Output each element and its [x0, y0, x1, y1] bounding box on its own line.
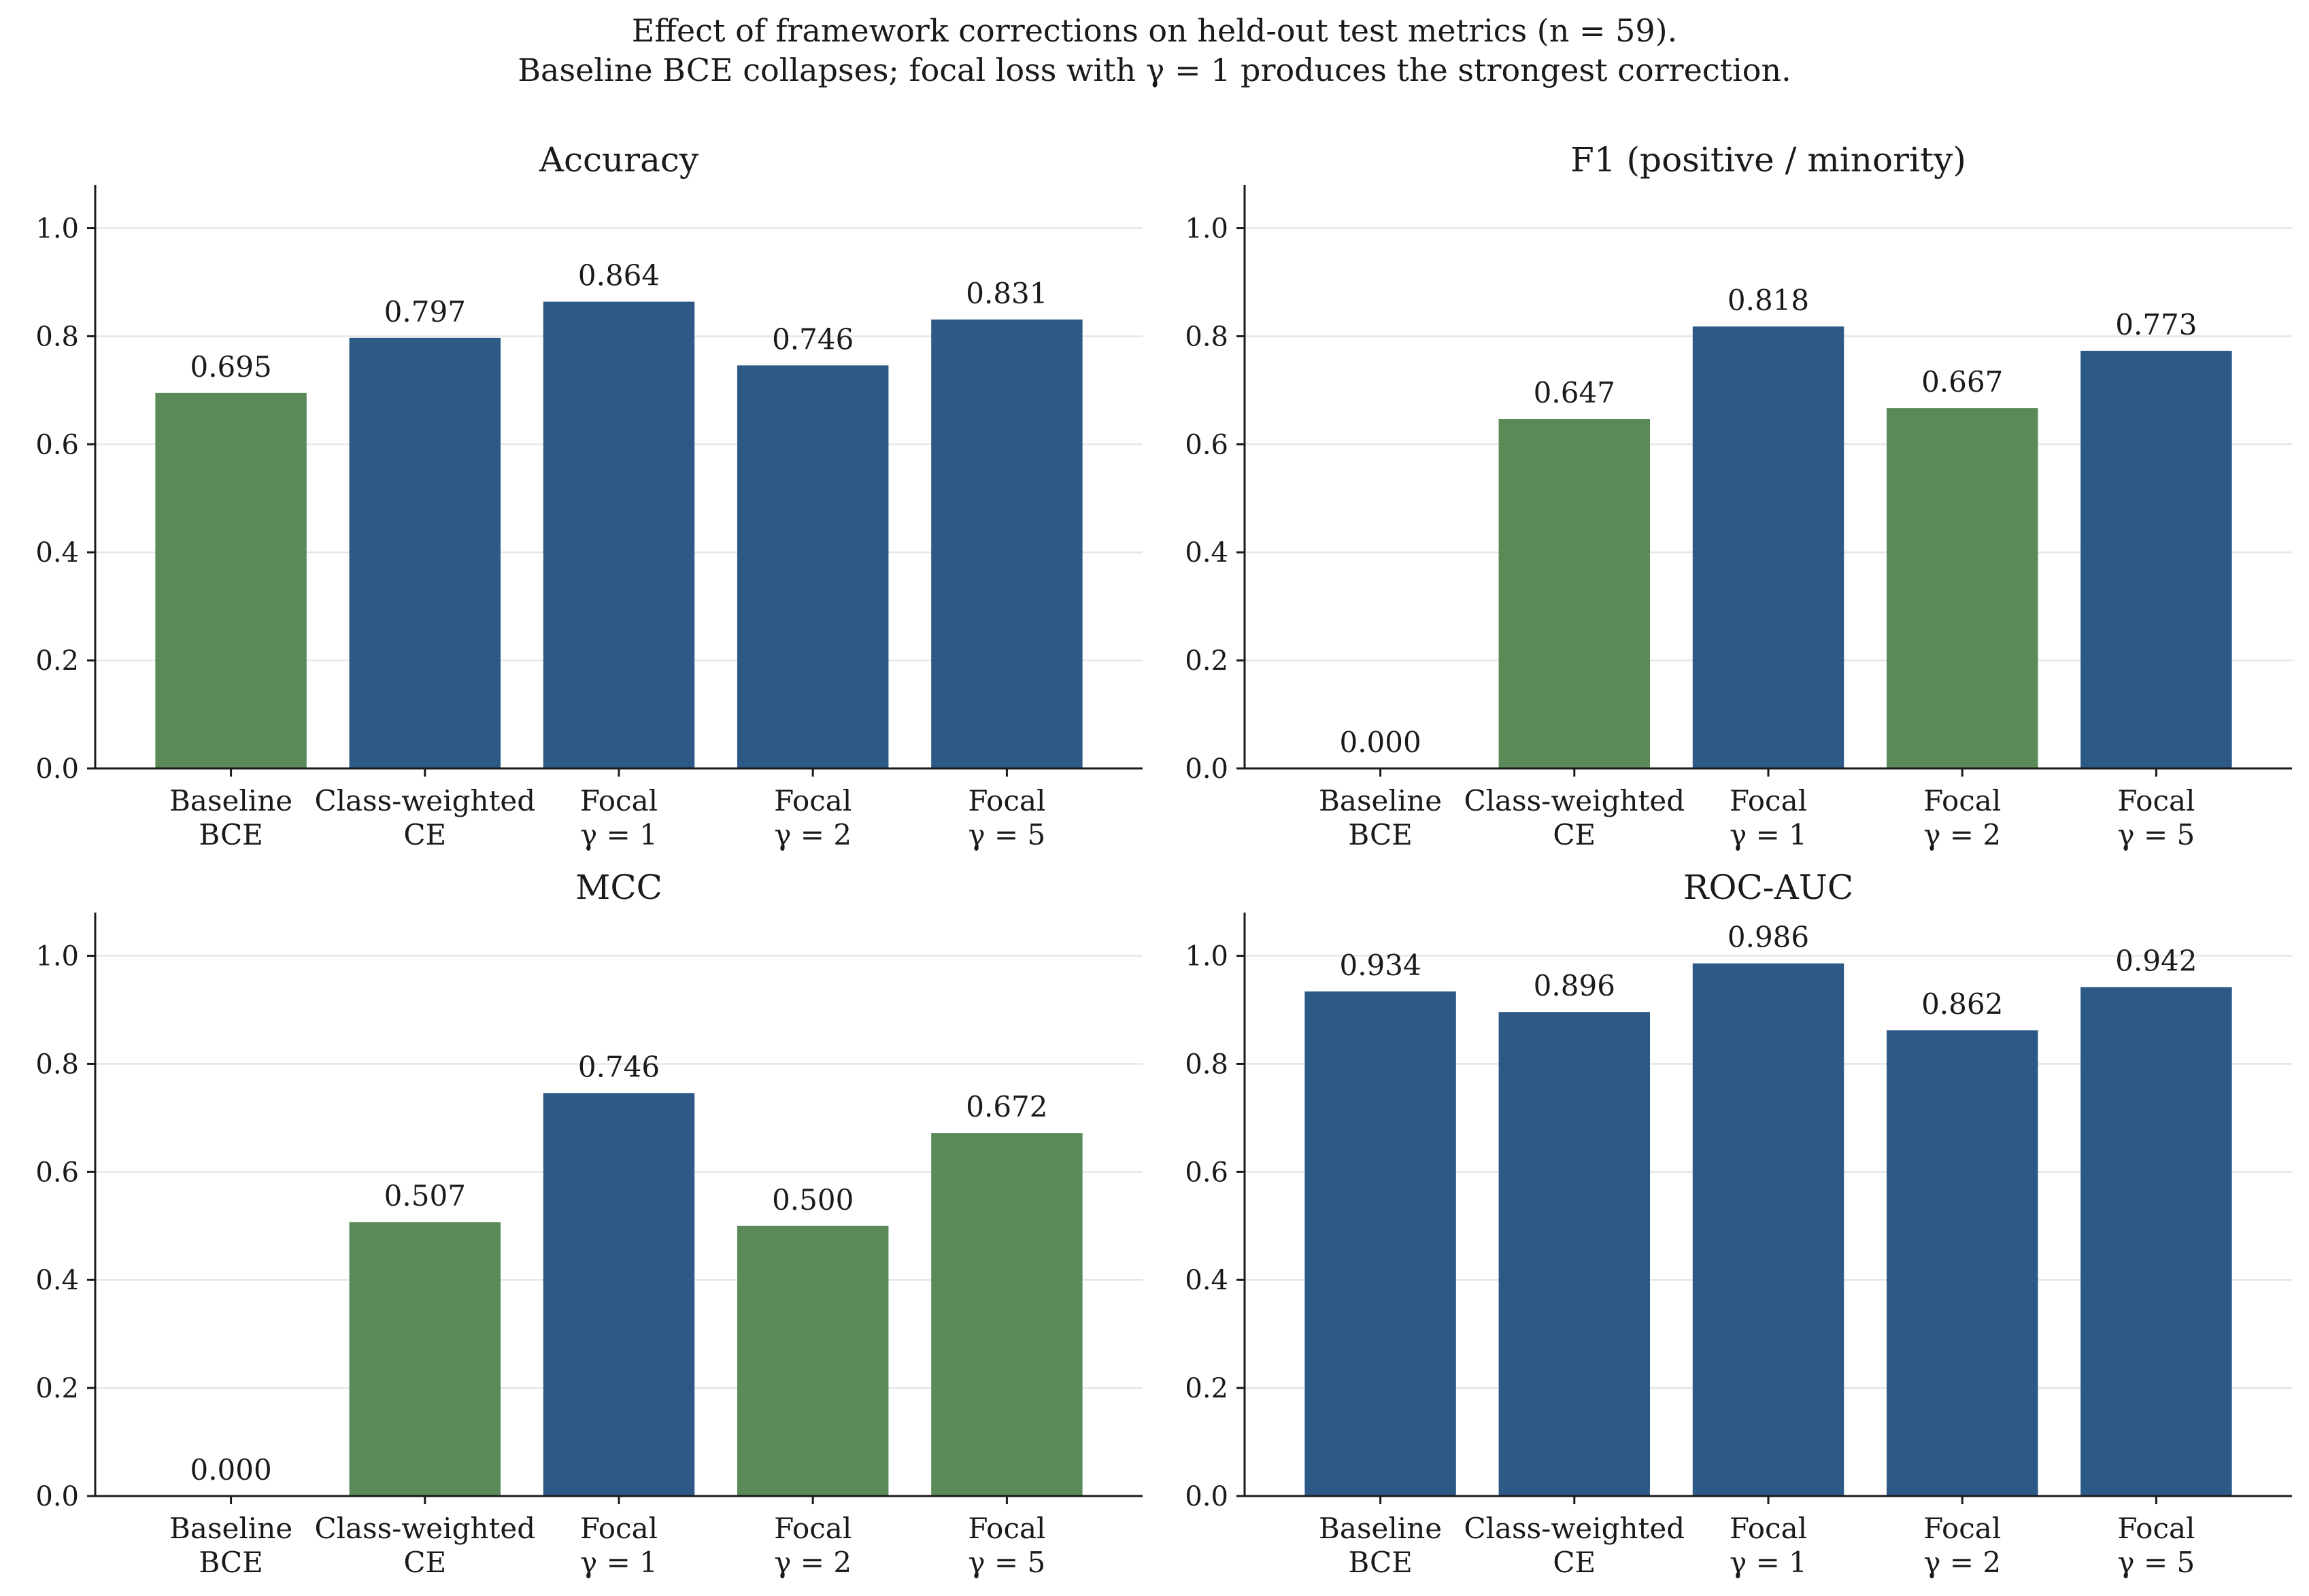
y-tick-label: 0.4 — [1185, 1265, 1228, 1296]
y-tick-label: 0.0 — [1185, 1481, 1228, 1512]
bar-value-label: 0.000 — [1339, 726, 1421, 759]
bar — [737, 1225, 889, 1496]
panel-title: Accuracy — [539, 140, 699, 180]
bar-value-label: 0.647 — [1534, 376, 1615, 409]
bar-value-label: 0.000 — [190, 1453, 271, 1487]
y-tick-label: 0.4 — [35, 1265, 79, 1296]
x-tick-label: Focal γ = 1 — [1730, 784, 1807, 851]
y-tick-label: 0.0 — [1185, 753, 1228, 785]
y-tick-label: 0.6 — [35, 1157, 79, 1188]
y-tick-label: 0.4 — [35, 537, 79, 568]
bar-value-label: 0.934 — [1339, 949, 1421, 982]
bar — [931, 1133, 1083, 1496]
bar — [1498, 1012, 1651, 1496]
chart-panel-4: ROC-AUC 0.0 0.2 0.4 0.6 0.8 1.0 0.934 Baseline BC… — [1185, 868, 2292, 1579]
y-tick-label: 0.2 — [1185, 1373, 1228, 1404]
figure-title-line-2: Baseline BCE collapses; focal loss with … — [518, 52, 1791, 88]
bar-value-label: 0.864 — [578, 259, 660, 292]
y-tick-label: 0.2 — [1185, 645, 1228, 677]
y-tick-label: 0.2 — [35, 1373, 79, 1404]
bar-value-label: 0.500 — [772, 1183, 854, 1217]
y-tick-label: 1.0 — [35, 941, 79, 972]
bar — [1886, 1030, 2038, 1496]
chart-panel-2: F1 (positive / minority)0.00.20.40.60.81… — [1185, 140, 2292, 851]
panel-title: ROC-AUC — [1683, 868, 1853, 907]
x-tick-label: Focal γ = 5 — [968, 1512, 1045, 1579]
x-tick-label: Focal γ = 5 — [2117, 784, 2195, 851]
chart-panel-3: MCC 0.0 0.2 0.4 0.6 0.8 1.0 0.000 Baseline BCE 0.5… — [35, 868, 1143, 1579]
bar-value-label: 0.746 — [578, 1050, 660, 1083]
y-tick-label: 0.0 — [35, 1481, 79, 1512]
y-tick-label: 0.0 — [35, 753, 79, 785]
bar-value-label: 0.942 — [2115, 945, 2197, 978]
bar — [2080, 350, 2232, 768]
bar — [1304, 991, 1456, 1496]
bar-value-label: 0.862 — [1921, 987, 2003, 1021]
panel-title: MCC — [575, 868, 662, 907]
x-tick-label: Focal γ = 5 — [968, 784, 1045, 851]
x-tick-label: Baseline BCE — [169, 1512, 292, 1579]
bar-value-label: 0.896 — [1534, 969, 1615, 1002]
x-tick-label: Baseline BCE — [1319, 784, 1442, 851]
bar — [931, 319, 1083, 769]
y-tick-label: 1.0 — [1185, 941, 1228, 972]
figure-title-line-1: Effect of framework corrections on held-… — [631, 12, 1678, 49]
x-tick-label: Focal γ = 1 — [580, 784, 658, 851]
bar — [155, 392, 307, 768]
bar-value-label: 0.818 — [1727, 284, 1809, 317]
bar — [737, 365, 889, 768]
bar — [543, 301, 695, 769]
bar-value-label: 0.695 — [190, 350, 271, 384]
bar — [1886, 408, 2038, 768]
bar-value-label: 0.797 — [384, 295, 466, 328]
chart-panel-1: Accuracy 0.0 0.2 0.4 0.6 0.8 1.0 0.695 Baseline B… — [35, 140, 1143, 851]
x-tick-label: Focal γ = 1 — [580, 1512, 658, 1579]
bar — [349, 1222, 501, 1496]
bar-value-label: 0.672 — [966, 1090, 1047, 1123]
y-tick-label: 1.0 — [35, 214, 79, 245]
bar — [349, 337, 501, 769]
y-tick-label: 0.8 — [35, 321, 79, 352]
bar — [1498, 418, 1651, 768]
panel-title: F1 (positive / minority) — [1570, 140, 1966, 180]
x-tick-label: Baseline BCE — [1319, 1512, 1442, 1579]
bar-value-label: 0.667 — [1921, 365, 2003, 398]
bar — [1692, 963, 1844, 1496]
x-tick-label: Class-weighted CE — [1464, 1512, 1685, 1579]
y-tick-label: 0.8 — [35, 1049, 79, 1080]
y-tick-label: 0.6 — [35, 429, 79, 460]
bar — [2080, 987, 2232, 1496]
x-tick-label: Focal γ = 2 — [774, 1512, 852, 1579]
y-tick-label: 0.6 — [1185, 429, 1228, 460]
x-tick-label: Class-weighted CE — [1464, 784, 1685, 851]
x-tick-label: Focal γ = 2 — [774, 784, 852, 851]
y-tick-label: 0.8 — [1185, 321, 1228, 352]
y-tick-label: 0.8 — [1185, 1049, 1228, 1080]
x-tick-label: Focal γ = 5 — [2117, 1512, 2195, 1579]
x-tick-label: Baseline BCE — [169, 784, 292, 851]
bar-value-label: 0.773 — [2115, 308, 2197, 341]
y-tick-label: 0.6 — [1185, 1157, 1228, 1188]
y-tick-label: 0.2 — [35, 645, 79, 677]
x-tick-label: Focal γ = 2 — [1923, 1512, 2001, 1579]
bar-value-label: 0.831 — [966, 277, 1047, 310]
bar — [543, 1093, 695, 1496]
bar-value-label: 0.986 — [1727, 921, 1809, 954]
y-tick-label: 1.0 — [1185, 214, 1228, 245]
bar-value-label: 0.507 — [384, 1179, 466, 1212]
bar-value-label: 0.746 — [772, 322, 854, 356]
x-tick-label: Class-weighted CE — [314, 1512, 535, 1579]
x-tick-label: Focal γ = 2 — [1923, 784, 2001, 851]
x-tick-label: Focal γ = 1 — [1730, 1512, 1807, 1579]
y-tick-label: 0.4 — [1185, 537, 1228, 568]
bar — [1692, 326, 1844, 769]
x-tick-label: Class-weighted CE — [314, 784, 535, 851]
